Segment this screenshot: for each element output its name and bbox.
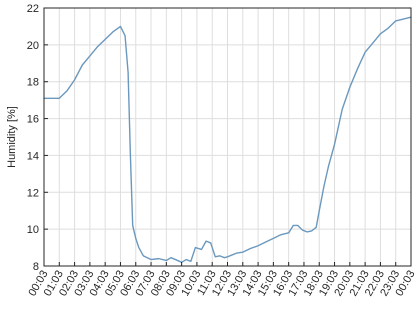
y-tick-label: 14 [27, 150, 39, 162]
y-tick-label: 16 [27, 114, 39, 126]
y-tick-label: 12 [27, 187, 39, 199]
x-tick-labels: 00:0301:0302:0303:0304:0305:0306:0307:03… [26, 269, 417, 299]
tick-marks [43, 7, 412, 267]
y-axis-title: Humidity [%] [6, 106, 18, 168]
y-tick-label: 22 [27, 3, 39, 15]
y-tick-label: 20 [27, 40, 39, 52]
series-layer [43, 16, 412, 264]
y-tick-label: 18 [27, 77, 39, 89]
y-tick-label: 10 [27, 224, 39, 236]
y-tick-labels: 8 10 12 14 16 18 20 22 [27, 3, 39, 273]
y-tick-label: 8 [33, 261, 39, 273]
humidity-line [43, 16, 412, 264]
